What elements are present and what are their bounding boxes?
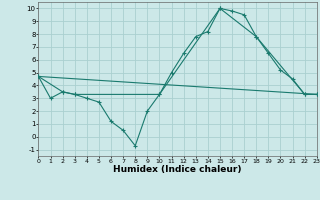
X-axis label: Humidex (Indice chaleur): Humidex (Indice chaleur) (113, 165, 242, 174)
